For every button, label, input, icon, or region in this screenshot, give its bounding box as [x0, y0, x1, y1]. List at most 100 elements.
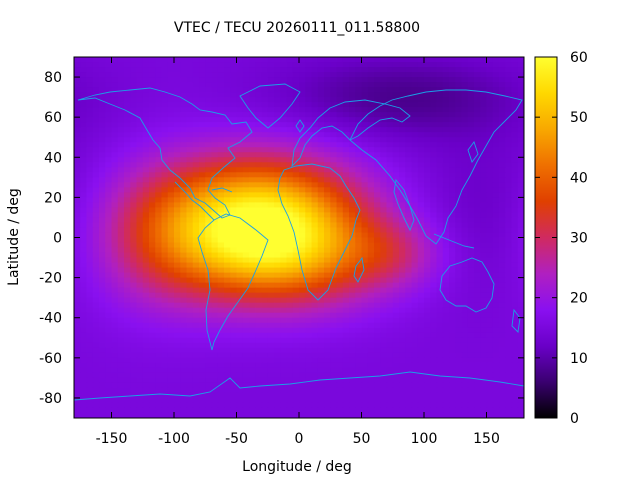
- heat-cell: [417, 232, 425, 239]
- heat-cell: [236, 67, 244, 73]
- heat-cell: [211, 117, 219, 123]
- heat-cell: [261, 97, 269, 103]
- heat-cell: [255, 357, 263, 364]
- heat-cell: [455, 107, 463, 113]
- heat-cell: [517, 322, 524, 329]
- heat-cell: [336, 72, 344, 78]
- heat-cell: [224, 227, 231, 234]
- heat-cell: [374, 67, 381, 73]
- heat-cell: [224, 382, 231, 389]
- heat-cell: [430, 162, 438, 168]
- heat-cell: [455, 397, 463, 404]
- heat-cell: [117, 127, 125, 133]
- heat-cell: [149, 337, 156, 344]
- heat-cell: [380, 357, 388, 364]
- heat-cell: [386, 302, 394, 309]
- heat-cell: [224, 252, 231, 259]
- heat-cell: [317, 312, 325, 319]
- heat-cell: [149, 217, 156, 224]
- heat-cell: [505, 127, 513, 133]
- heat-cell: [324, 337, 331, 344]
- heat-cell: [92, 237, 100, 244]
- heat-cell: [455, 262, 463, 269]
- heat-cell: [461, 102, 469, 108]
- heat-cell: [249, 72, 256, 78]
- heat-cell: [505, 222, 513, 229]
- heat-cell: [167, 157, 175, 163]
- heat-cell: [286, 392, 294, 399]
- heat-cell: [236, 137, 244, 143]
- heat-cell: [142, 362, 150, 369]
- heat-cell: [424, 252, 431, 259]
- heat-cell: [292, 262, 300, 269]
- heat-cell: [367, 332, 375, 339]
- heat-cell: [336, 242, 344, 249]
- heat-cell: [361, 342, 369, 349]
- heat-cell: [517, 377, 524, 384]
- heat-cell: [161, 112, 169, 118]
- heat-cell: [424, 187, 431, 193]
- heat-cell: [136, 132, 144, 138]
- heat-cell: [230, 57, 238, 63]
- heat-cell: [499, 77, 506, 83]
- heat-cell: [505, 252, 513, 259]
- heat-cell: [80, 172, 88, 178]
- heat-cell: [280, 292, 288, 299]
- heat-cell: [367, 342, 375, 349]
- heat-cell: [492, 227, 500, 234]
- heat-cell: [117, 312, 125, 319]
- heat-cell: [455, 287, 463, 294]
- heat-cell: [349, 167, 356, 173]
- heat-cell: [411, 107, 419, 113]
- heat-cell: [324, 57, 331, 63]
- heat-cell: [105, 142, 113, 148]
- heat-cell: [180, 157, 188, 163]
- heat-cell: [80, 182, 88, 188]
- heat-cell: [317, 82, 325, 88]
- heat-cell: [205, 402, 213, 409]
- heat-cell: [105, 237, 113, 244]
- heat-cell: [199, 172, 206, 178]
- heat-cell: [124, 82, 131, 88]
- heat-cell: [467, 77, 475, 83]
- heat-cell: [224, 112, 231, 118]
- heat-cell: [180, 307, 188, 314]
- heat-cell: [517, 337, 524, 344]
- heat-cell: [192, 97, 200, 103]
- heat-cell: [186, 187, 194, 193]
- heat-cell: [161, 272, 169, 279]
- heat-cell: [80, 332, 88, 339]
- heat-cell: [480, 362, 488, 369]
- heat-cell: [499, 347, 506, 354]
- heat-cell: [80, 352, 88, 359]
- heat-cell: [236, 242, 244, 249]
- heat-cell: [167, 352, 175, 359]
- heat-cell: [342, 117, 350, 123]
- heat-cell: [461, 107, 469, 113]
- heat-cell: [380, 242, 388, 249]
- heat-cell: [342, 122, 350, 128]
- heat-cell: [205, 337, 213, 344]
- heat-cell: [261, 87, 269, 93]
- heat-cell: [436, 387, 444, 394]
- heat-cell: [311, 237, 319, 244]
- heat-cell: [511, 247, 519, 254]
- heat-cell: [449, 367, 456, 374]
- heat-cell: [267, 147, 275, 153]
- heat-cell: [342, 382, 350, 389]
- heat-cell: [455, 182, 463, 188]
- heat-cell: [261, 287, 269, 294]
- heat-cell: [142, 402, 150, 409]
- heat-cell: [155, 342, 163, 349]
- heat-cell: [267, 322, 275, 329]
- heat-cell: [336, 232, 344, 239]
- heat-cell: [424, 57, 431, 63]
- heat-cell: [74, 262, 81, 269]
- heat-cell: [324, 367, 331, 374]
- heat-cell: [474, 357, 481, 364]
- heat-cell: [449, 107, 456, 113]
- heat-cell: [455, 92, 463, 98]
- heat-cell: [299, 197, 306, 203]
- heat-cell: [330, 147, 338, 153]
- heat-cell: [361, 252, 369, 259]
